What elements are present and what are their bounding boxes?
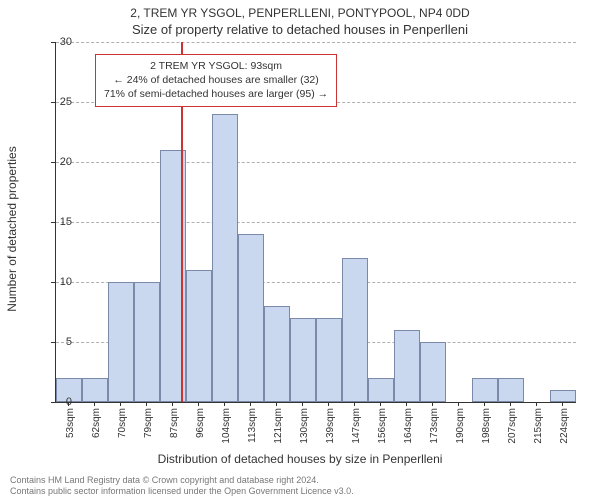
- x-tick-mark: [302, 402, 303, 406]
- y-tick-mark: [51, 42, 55, 43]
- x-tick-label: 104sqm: [221, 408, 232, 444]
- histogram-bar: [394, 330, 419, 402]
- x-tick-mark: [458, 402, 459, 406]
- chart-title-address: 2, TREM YR YSGOL, PENPERLLENI, PONTYPOOL…: [0, 6, 600, 20]
- histogram-bar: [316, 318, 341, 402]
- callout-box: 2 TREM YR YSGOL: 93sqm ← 24% of detached…: [95, 54, 337, 107]
- x-tick-label: 173sqm: [429, 408, 440, 444]
- y-axis-label: Number of detached properties: [5, 64, 19, 229]
- y-tick-mark: [51, 222, 55, 223]
- x-tick-mark: [432, 402, 433, 406]
- x-tick-mark: [224, 402, 225, 406]
- grid-line: [56, 162, 576, 163]
- x-tick-label: 87sqm: [169, 408, 180, 438]
- x-tick-mark: [380, 402, 381, 406]
- x-tick-mark: [250, 402, 251, 406]
- x-tick-label: 156sqm: [377, 408, 388, 444]
- histogram-bar: [108, 282, 133, 402]
- grid-line: [56, 222, 576, 223]
- histogram-bar: [238, 234, 263, 402]
- footer-attribution: Contains HM Land Registry data © Crown c…: [10, 475, 354, 497]
- x-tick-label: 215sqm: [533, 408, 544, 444]
- x-tick-label: 53sqm: [65, 408, 76, 438]
- x-tick-mark: [172, 402, 173, 406]
- x-tick-mark: [328, 402, 329, 406]
- x-tick-mark: [484, 402, 485, 406]
- x-tick-label: 164sqm: [403, 408, 414, 444]
- y-tick-mark: [51, 102, 55, 103]
- x-tick-label: 79sqm: [143, 408, 154, 438]
- x-tick-label: 147sqm: [351, 408, 362, 444]
- x-tick-mark: [94, 402, 95, 406]
- y-tick-mark: [51, 342, 55, 343]
- x-tick-mark: [510, 402, 511, 406]
- callout-line3: 71% of semi-detached houses are larger (…: [104, 87, 328, 101]
- histogram-bar: [368, 378, 393, 402]
- y-tick-mark: [51, 402, 55, 403]
- footer-line1: Contains HM Land Registry data © Crown c…: [10, 475, 354, 486]
- histogram-bar: [290, 318, 315, 402]
- x-tick-label: 198sqm: [481, 408, 492, 444]
- chart-title-subtitle: Size of property relative to detached ho…: [0, 22, 600, 37]
- histogram-bar: [498, 378, 523, 402]
- y-axis-label-text: Number of detached properties: [5, 146, 19, 311]
- x-tick-label: 130sqm: [299, 408, 310, 444]
- histogram-bar: [82, 378, 107, 402]
- histogram-bar: [472, 378, 497, 402]
- histogram-bar: [420, 342, 445, 402]
- x-tick-mark: [562, 402, 563, 406]
- x-tick-mark: [120, 402, 121, 406]
- grid-line: [56, 42, 576, 43]
- x-tick-mark: [354, 402, 355, 406]
- footer-line2: Contains public sector information licen…: [10, 486, 354, 497]
- x-tick-label: 224sqm: [559, 408, 570, 444]
- x-tick-mark: [536, 402, 537, 406]
- x-tick-label: 121sqm: [273, 408, 284, 444]
- x-tick-mark: [146, 402, 147, 406]
- x-tick-label: 96sqm: [195, 408, 206, 438]
- x-tick-label: 113sqm: [247, 408, 258, 443]
- x-tick-label: 70sqm: [117, 408, 128, 438]
- x-tick-label: 207sqm: [507, 408, 518, 444]
- callout-line1: 2 TREM YR YSGOL: 93sqm: [104, 59, 328, 73]
- histogram-bar: [186, 270, 211, 402]
- histogram-bar: [550, 390, 575, 402]
- x-tick-mark: [198, 402, 199, 406]
- chart-container: 2, TREM YR YSGOL, PENPERLLENI, PONTYPOOL…: [0, 0, 600, 500]
- histogram-bar: [134, 282, 159, 402]
- x-tick-label: 190sqm: [455, 408, 466, 444]
- y-tick-mark: [51, 162, 55, 163]
- callout-line2: ← 24% of detached houses are smaller (32…: [104, 73, 328, 87]
- x-tick-label: 139sqm: [325, 408, 336, 444]
- x-tick-mark: [276, 402, 277, 406]
- histogram-bar: [264, 306, 289, 402]
- x-tick-mark: [406, 402, 407, 406]
- y-tick-mark: [51, 282, 55, 283]
- x-tick-label: 62sqm: [91, 408, 102, 438]
- histogram-bar: [342, 258, 367, 402]
- x-tick-mark: [68, 402, 69, 406]
- histogram-bar: [212, 114, 237, 402]
- x-axis-label: Distribution of detached houses by size …: [0, 452, 600, 466]
